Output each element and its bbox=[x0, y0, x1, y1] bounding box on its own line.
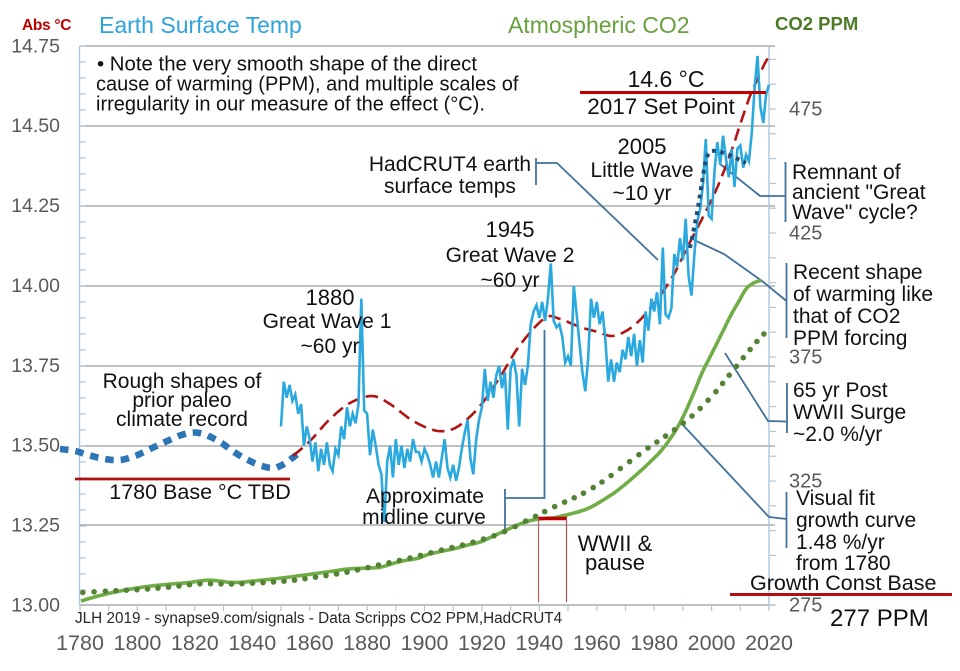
svg-text:Atmospheric CO2: Atmospheric CO2 bbox=[508, 12, 690, 38]
svg-text:~60 yr: ~60 yr bbox=[301, 335, 360, 358]
svg-text:HadCRUT4 earth: HadCRUT4 earth bbox=[369, 153, 531, 176]
svg-text:1820: 1820 bbox=[171, 631, 219, 655]
svg-text:midline curve: midline curve bbox=[362, 506, 486, 529]
svg-text:climate record: climate record bbox=[116, 408, 248, 431]
svg-text:425: 425 bbox=[789, 223, 822, 245]
svg-text:65 yr Post: 65 yr Post bbox=[793, 379, 888, 402]
svg-text:1840: 1840 bbox=[228, 631, 276, 655]
svg-text:WWII Surge: WWII Surge bbox=[793, 401, 906, 424]
svg-text:1860: 1860 bbox=[286, 631, 334, 655]
svg-text:1780: 1780 bbox=[56, 631, 104, 655]
svg-text:Great Wave 1: Great Wave 1 bbox=[263, 310, 392, 333]
svg-text:14.25: 14.25 bbox=[11, 195, 60, 217]
svg-text:1900: 1900 bbox=[401, 631, 449, 655]
svg-text:325: 325 bbox=[789, 471, 822, 493]
svg-text:WWII &: WWII & bbox=[578, 531, 653, 556]
svg-text:~10 yr: ~10 yr bbox=[613, 182, 672, 205]
svg-text:2000: 2000 bbox=[688, 631, 736, 655]
svg-text:Growth Const Base: Growth Const Base bbox=[750, 571, 936, 595]
svg-text:13.25: 13.25 bbox=[11, 514, 60, 536]
svg-text:~60 yr: ~60 yr bbox=[481, 269, 540, 292]
svg-text:475: 475 bbox=[789, 99, 822, 121]
svg-text:growth curve: growth curve bbox=[796, 509, 916, 532]
svg-text:Great Wave 2: Great Wave 2 bbox=[446, 244, 575, 267]
svg-text:1.48 %/yr: 1.48 %/yr bbox=[796, 531, 885, 554]
svg-text:1880: 1880 bbox=[306, 285, 355, 310]
svg-text:275: 275 bbox=[789, 595, 822, 617]
svg-text:13.75: 13.75 bbox=[11, 355, 60, 377]
svg-text:prior paleo: prior paleo bbox=[132, 389, 231, 412]
svg-text:14.00: 14.00 bbox=[11, 275, 60, 297]
svg-text:1880: 1880 bbox=[343, 631, 391, 655]
svg-text:from 1780: from 1780 bbox=[796, 552, 891, 575]
svg-text:1980: 1980 bbox=[630, 631, 678, 655]
svg-text:14.50: 14.50 bbox=[11, 115, 60, 137]
svg-text:Little Wave: Little Wave bbox=[590, 159, 693, 182]
svg-text:Earth Surface Temp: Earth Surface Temp bbox=[99, 12, 302, 38]
svg-text:JLH 2019 - synapse9.com/signal: JLH 2019 - synapse9.com/signals - Data S… bbox=[75, 610, 563, 627]
svg-text:1960: 1960 bbox=[573, 631, 621, 655]
svg-text:ancient "Great: ancient "Great bbox=[792, 181, 926, 204]
svg-text:that of CO2: that of CO2 bbox=[793, 305, 900, 328]
svg-text:~2.0 %/yr: ~2.0 %/yr bbox=[793, 423, 882, 446]
svg-text:Wave" cycle?: Wave" cycle? bbox=[792, 201, 918, 224]
svg-text:irregularity in our measure of: irregularity in our measure of the effec… bbox=[96, 94, 485, 116]
svg-text:Recent shape: Recent shape bbox=[793, 261, 923, 284]
svg-text:1940: 1940 bbox=[515, 631, 563, 655]
svg-text:pause: pause bbox=[585, 550, 645, 575]
svg-text:14.6 °C: 14.6 °C bbox=[628, 66, 705, 92]
svg-text:CO2 PPM: CO2 PPM bbox=[775, 13, 858, 34]
svg-text:1920: 1920 bbox=[458, 631, 506, 655]
svg-text:of warming like: of warming like bbox=[793, 283, 933, 306]
svg-text:• Note the very smooth shape o: • Note the very smooth shape of the dire… bbox=[97, 54, 477, 76]
svg-text:1945: 1945 bbox=[486, 217, 535, 242]
svg-text:14.75: 14.75 bbox=[11, 35, 60, 57]
svg-text:Remnant of: Remnant of bbox=[792, 161, 901, 184]
svg-text:375: 375 bbox=[789, 347, 822, 369]
svg-text:cause of warming (PPM), and mu: cause of warming (PPM), and multiple sca… bbox=[96, 74, 519, 96]
svg-text:2017 Set Point: 2017 Set Point bbox=[587, 94, 735, 119]
svg-text:Approximate: Approximate bbox=[366, 485, 484, 508]
svg-text:13.00: 13.00 bbox=[11, 594, 60, 616]
svg-text:1780 Base °C TBD: 1780 Base °C TBD bbox=[109, 480, 291, 504]
svg-text:surface temps: surface temps bbox=[384, 175, 516, 198]
svg-text:2020: 2020 bbox=[745, 631, 793, 655]
svg-text:13.50: 13.50 bbox=[11, 435, 60, 457]
svg-text:2005: 2005 bbox=[618, 134, 667, 159]
svg-text:Rough shapes of: Rough shapes of bbox=[103, 370, 262, 393]
svg-text:PPM forcing: PPM forcing bbox=[793, 327, 907, 350]
svg-text:1800: 1800 bbox=[113, 631, 161, 655]
svg-text:277 PPM: 277 PPM bbox=[830, 605, 929, 632]
svg-text:Abs °C: Abs °C bbox=[22, 17, 71, 34]
svg-text:Visual fit: Visual fit bbox=[796, 487, 875, 510]
